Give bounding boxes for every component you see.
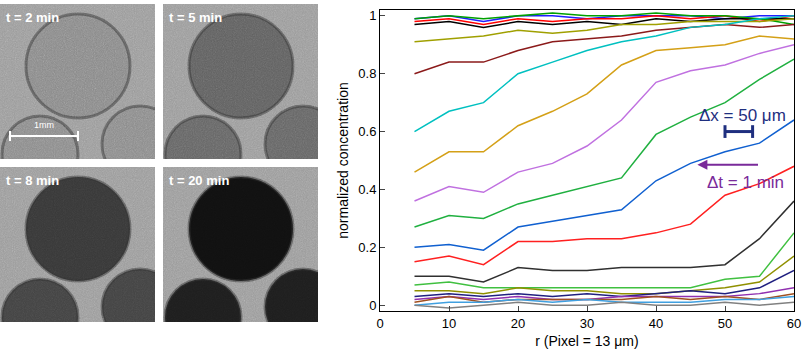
- svg-text:Δt = 1 min: Δt = 1 min: [707, 173, 784, 192]
- svg-text:20: 20: [511, 316, 525, 331]
- svg-text:0: 0: [376, 316, 383, 331]
- svg-text:t = 5 min: t = 5 min: [169, 10, 222, 25]
- svg-text:normalized concentration: normalized concentration: [335, 82, 351, 238]
- svg-text:1mm: 1mm: [34, 120, 54, 130]
- svg-text:50: 50: [718, 316, 732, 331]
- svg-text:0.2: 0.2: [358, 240, 376, 255]
- svg-text:30: 30: [580, 316, 594, 331]
- svg-text:t = 8 min: t = 8 min: [6, 173, 59, 188]
- svg-text:t = 20 min: t = 20 min: [169, 173, 229, 188]
- svg-text:Δx = 50 μm: Δx = 50 μm: [699, 106, 786, 125]
- svg-text:t = 2 min: t = 2 min: [6, 10, 59, 25]
- svg-text:0.6: 0.6: [358, 124, 376, 139]
- svg-text:1: 1: [369, 8, 376, 23]
- svg-text:0.8: 0.8: [358, 66, 376, 81]
- svg-text:0.4: 0.4: [358, 182, 376, 197]
- svg-text:0: 0: [369, 298, 376, 313]
- svg-text:60: 60: [787, 316, 801, 331]
- svg-text:40: 40: [649, 316, 663, 331]
- svg-text:10: 10: [442, 316, 456, 331]
- svg-text:r (Pixel = 13 μm): r (Pixel = 13 μm): [535, 333, 638, 349]
